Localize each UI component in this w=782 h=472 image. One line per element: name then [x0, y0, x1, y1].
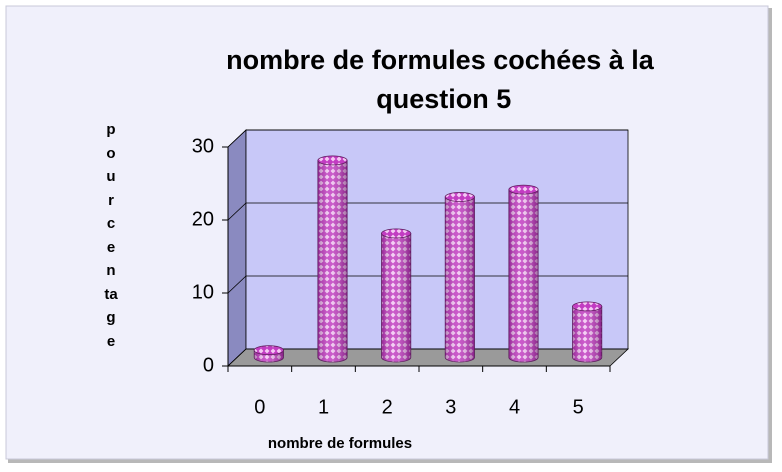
back-wall — [245, 129, 629, 350]
x-tick-label: 3 — [445, 396, 456, 418]
y-tick-label: 30 — [192, 135, 214, 157]
y-tick-label: 10 — [192, 281, 214, 303]
bar-shade — [445, 196, 475, 362]
bar-top — [253, 345, 284, 356]
bar-top — [381, 228, 412, 239]
x-axis-label: nombre de formules — [268, 435, 412, 452]
y-tick-label: 20 — [192, 208, 214, 230]
side-wall — [227, 129, 247, 367]
bar-shade — [317, 160, 348, 362]
floor — [226, 348, 630, 367]
x-tick-label: 2 — [382, 396, 393, 418]
grid-line — [227, 202, 628, 221]
x-tick-label: 0 — [254, 396, 265, 418]
grid-line — [227, 348, 628, 367]
x-tick-label: 1 — [318, 396, 329, 418]
bar-shade — [572, 306, 602, 362]
chart-title: nombre de formules cochées à la question… — [226, 45, 655, 114]
bar-shade — [381, 233, 411, 362]
grid-line — [227, 129, 628, 148]
bar-top — [317, 155, 348, 166]
bar-top — [444, 191, 475, 202]
y-tick-label: 0 — [203, 354, 214, 376]
bar-top — [572, 301, 603, 312]
y-axis-label: pourcentage — [104, 121, 118, 350]
grid-line — [227, 275, 628, 294]
bar-shade — [508, 189, 539, 362]
bar-top — [508, 184, 539, 195]
x-tick-label: 5 — [573, 396, 584, 418]
x-tick-label: 4 — [509, 396, 520, 418]
